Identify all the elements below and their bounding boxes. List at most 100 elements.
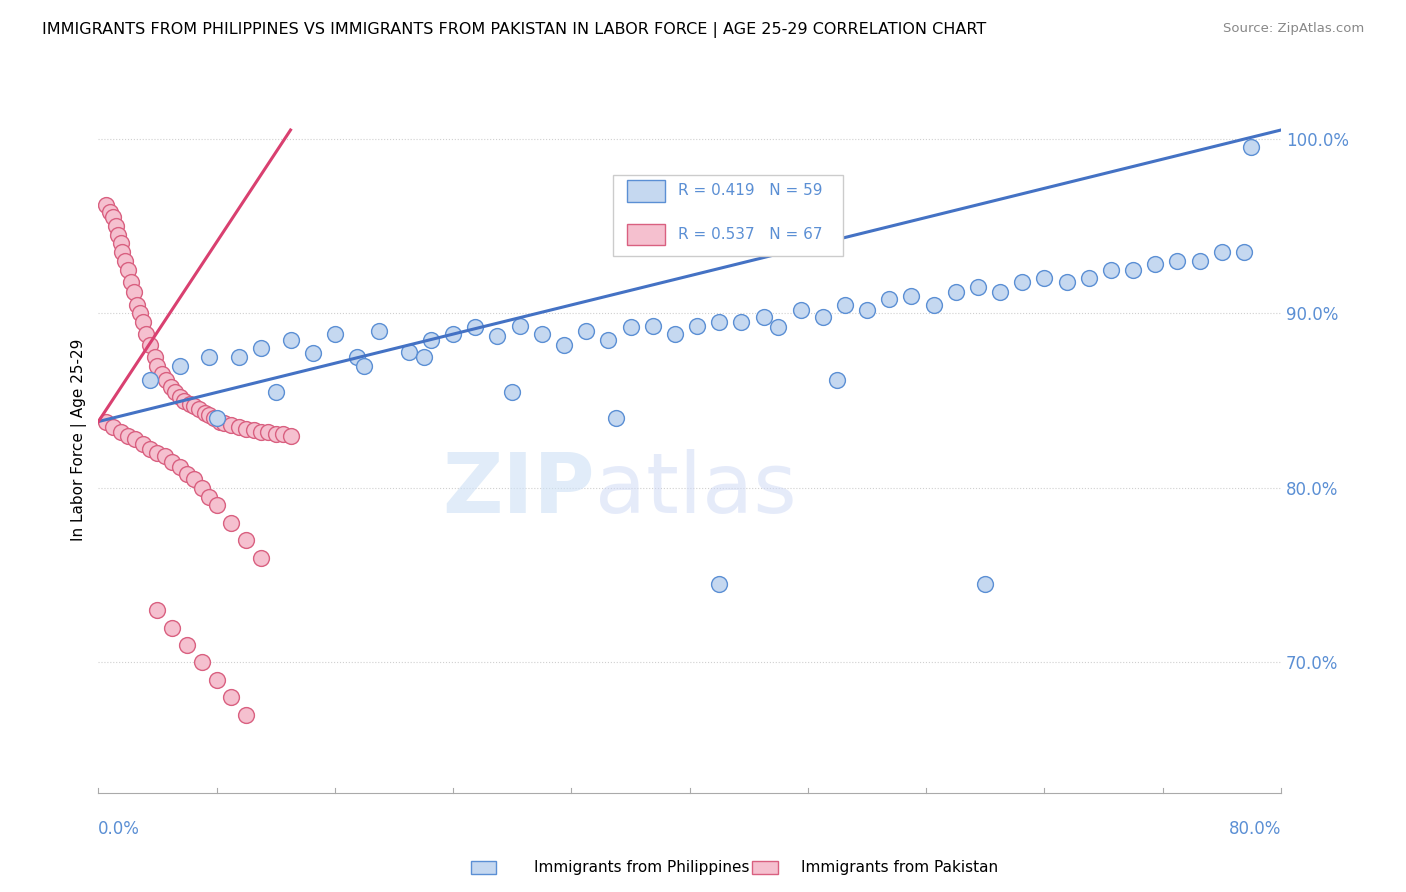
Point [301,346,323,360]
Point [974,577,997,591]
FancyBboxPatch shape [613,175,844,256]
Point [553,337,575,351]
Point [530,327,553,342]
Point [183,399,205,413]
Point [135,327,157,342]
Point [323,327,346,342]
Point [1122,262,1144,277]
Bar [627,224,665,245]
Point [1211,245,1233,260]
Text: IMMIGRANTS FROM PHILIPPINES VS IMMIGRANTS FROM PAKISTAN IN LABOR FORCE | AGE 25-: IMMIGRANTS FROM PHILIPPINES VS IMMIGRANT… [42,22,987,38]
Point [967,280,990,294]
Point [420,333,443,347]
Text: 80.0%: 80.0% [1229,820,1281,838]
Point [117,428,139,442]
Point [101,211,124,225]
Point [191,656,214,670]
Text: R = 0.537   N = 67: R = 0.537 N = 67 [678,227,823,243]
Point [827,373,849,387]
Point [353,359,375,373]
Point [162,455,184,469]
Text: Immigrants from Pakistan: Immigrants from Pakistan [801,860,998,874]
Point [111,245,134,260]
Point [988,285,1011,300]
Point [139,337,162,351]
Point [605,411,627,425]
Point [107,227,129,242]
Point [1077,271,1099,285]
Point [146,603,169,617]
Point [709,315,731,329]
Point [264,384,287,399]
Point [811,310,834,324]
Point [271,426,294,441]
Point [1144,257,1167,271]
Text: R = 0.419   N = 59: R = 0.419 N = 59 [678,183,823,198]
Point [146,446,169,460]
Point [509,318,531,333]
Point [1011,275,1033,289]
Point [789,302,811,317]
Point [169,459,191,474]
Point [165,384,187,399]
Point [187,402,209,417]
Point [221,516,243,530]
Point [768,320,790,334]
Point [176,467,198,481]
Point [110,236,132,251]
Point [198,408,221,422]
Point [900,289,922,303]
Point [441,327,464,342]
Point [575,324,598,338]
Point [486,329,509,343]
Point [202,411,225,425]
Point [235,707,257,722]
Text: Immigrants from Philippines: Immigrants from Philippines [534,860,749,874]
Point [131,437,153,451]
Point [250,550,273,565]
Point [1033,271,1056,285]
Point [619,320,641,334]
Point [368,324,391,338]
Point [173,393,195,408]
Point [169,390,191,404]
Point [945,285,967,300]
Point [110,425,132,439]
Point [120,275,142,289]
Text: ZIP: ZIP [443,449,595,530]
Point [169,359,191,373]
Point [183,472,205,486]
Point [153,450,176,464]
Point [235,421,257,435]
Point [250,341,273,355]
Point [235,533,257,548]
Point [264,426,287,441]
Point [114,254,136,268]
Point [1240,140,1263,154]
Point [139,442,162,457]
Point [155,373,177,387]
Point [464,320,486,334]
Point [280,333,302,347]
Point [664,327,686,342]
Point [205,411,228,425]
Point [122,285,145,300]
Point [98,205,121,219]
Point [212,417,235,431]
Point [143,350,166,364]
Point [221,418,243,433]
Point [194,406,217,420]
Point [346,350,368,364]
Point [159,379,181,393]
Point [146,359,169,373]
Point [752,310,775,324]
Point [257,425,280,439]
Point [1099,262,1122,277]
Point [179,397,201,411]
Point [124,432,146,446]
Point [105,219,128,233]
Point [198,490,221,504]
Point [131,315,153,329]
Point [1188,254,1211,268]
Point [228,350,250,364]
